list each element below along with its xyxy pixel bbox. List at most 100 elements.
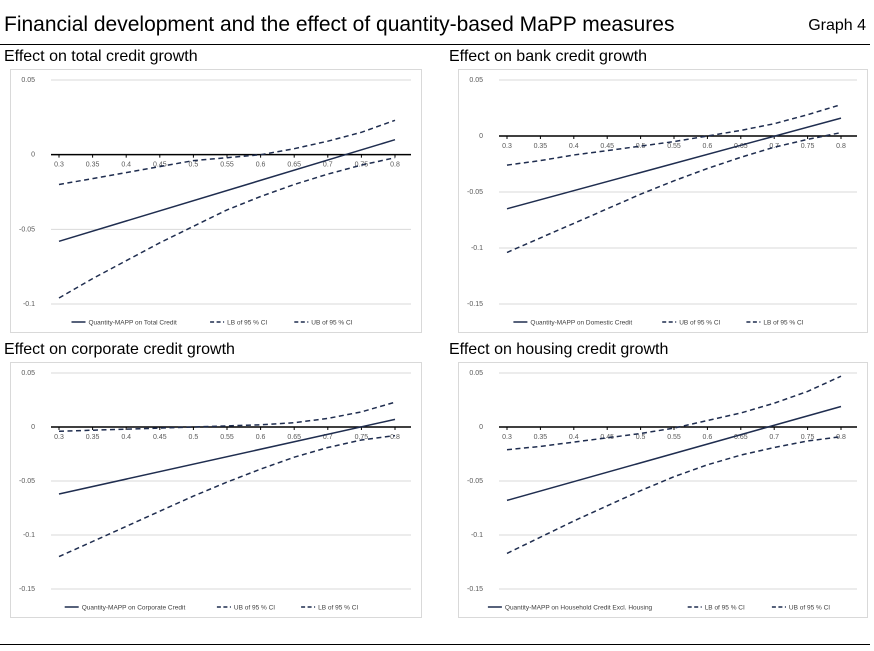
chart-svg: 0.05 0 -0.05 -0.1 -0.15 0.3 0.35 0.4 0.45 0.5 0.55… — [19, 370, 411, 612]
graph-header: Financial development and the effect of … — [0, 0, 874, 44]
x-tick-label: 0.65 — [287, 162, 301, 169]
x-tick-label: 0.35 — [86, 162, 100, 169]
x-tick-label: 0.65 — [287, 434, 301, 441]
chart-housing-credit: 0.05 0 -0.05 -0.1 -0.15 0.3 0.35 0.4 0.45 0.5 0.55… — [458, 362, 868, 618]
legend-label: UB of 95 % CI — [311, 320, 352, 327]
graph-title: Financial development and the effect of … — [4, 13, 675, 36]
chart-svg: 0.05 0 -0.05 -0.1 -0.15 0.3 0.35 0.4 0.45 0.5 0.55… — [467, 370, 857, 612]
x-tick-label: 0.45 — [153, 434, 167, 441]
legend-label: UB of 95 % CI — [789, 605, 830, 612]
x-tick-label: 0.6 — [256, 434, 266, 441]
x-tick-label: 0.4 — [569, 143, 579, 150]
y-tick-label: 0.05 — [469, 370, 483, 377]
x-tick-label: 0.45 — [153, 162, 167, 169]
x-tick-label: 0.65 — [734, 434, 748, 441]
x-tick-label: 0.4 — [569, 434, 579, 441]
y-tick-label: -0.15 — [467, 301, 483, 308]
series-line-ci-2 — [58, 119, 396, 186]
chart-total-credit: 0.05 0 -0.05 -0.1 0.3 0.35 0.4 0.45 0.5 0.55 0.6 0.… — [10, 69, 422, 333]
legend-label: LB of 95 % CI — [227, 320, 267, 327]
y-tick-label: -0.15 — [19, 586, 35, 593]
x-tick-label: 0.4 — [121, 162, 131, 169]
legend-label: LB of 95 % CI — [763, 320, 803, 327]
y-tick-label: 0 — [479, 424, 483, 431]
series-line-ci-2 — [506, 375, 842, 451]
y-tick-label: -0.1 — [471, 245, 483, 252]
y-tick-label: 0 — [31, 152, 35, 159]
x-tick-label: 0.7 — [323, 434, 333, 441]
chart-svg: 0.05 0 -0.05 -0.1 0.3 0.35 0.4 0.45 0.5 0.55 0.6 0.… — [19, 77, 411, 327]
x-tick-label: 0.5 — [636, 143, 646, 150]
series-line-estimate-0 — [58, 138, 396, 243]
chart-bank-credit: 0.05 0 -0.05 -0.1 -0.15 0.3 0.35 0.4 0.45 0.5 0.55… — [458, 69, 868, 333]
graph-number: Graph 4 — [808, 17, 866, 34]
legend-label: Quantity-MAPP on Total Credit — [89, 320, 177, 327]
x-tick-label: 0.6 — [703, 434, 713, 441]
chart-corporate-credit: 0.05 0 -0.05 -0.1 -0.15 0.3 0.35 0.4 0.45 0.5 0.55… — [10, 362, 422, 618]
series-line-ci-1 — [506, 435, 842, 555]
x-tick-label: 0.65 — [734, 143, 748, 150]
y-tick-label: -0.1 — [23, 532, 35, 539]
y-tick-label: -0.05 — [19, 226, 35, 233]
x-tick-label: 0.5 — [189, 434, 199, 441]
x-tick-label: 0.7 — [769, 143, 779, 150]
series-line-ci-1 — [58, 156, 396, 299]
legend-label: UB of 95 % CI — [679, 320, 720, 327]
x-tick-label: 0.75 — [801, 143, 815, 150]
x-tick-label: 0.55 — [667, 143, 681, 150]
x-tick-label: 0.75 — [801, 434, 815, 441]
series-line-ci-2 — [506, 131, 842, 254]
x-tick-label: 0.3 — [54, 162, 64, 169]
x-tick-label: 0.8 — [390, 434, 400, 441]
legend-label: LB of 95 % CI — [318, 605, 358, 612]
x-tick-label: 0.8 — [390, 162, 400, 169]
y-tick-label: -0.05 — [467, 189, 483, 196]
x-tick-label: 0.45 — [600, 434, 614, 441]
x-tick-label: 0.4 — [121, 434, 131, 441]
x-tick-label: 0.6 — [703, 143, 713, 150]
x-tick-label: 0.6 — [256, 162, 266, 169]
legend-label: Quantity-MAPP on Corporate Credit — [82, 605, 186, 612]
y-tick-label: -0.1 — [23, 301, 35, 308]
y-tick-label: -0.15 — [467, 586, 483, 593]
series-line-estimate-0 — [58, 418, 396, 495]
x-tick-label: 0.45 — [600, 143, 614, 150]
x-tick-label: 0.55 — [667, 434, 681, 441]
panel-title-bank: Effect on bank credit growth — [449, 48, 648, 65]
x-tick-label: 0.3 — [54, 434, 64, 441]
series-line-estimate-0 — [506, 405, 842, 502]
series-line-ci-1 — [58, 401, 396, 433]
x-tick-label: 0.35 — [534, 434, 548, 441]
legend-label: UB of 95 % CI — [234, 605, 275, 612]
y-tick-label: 0 — [31, 424, 35, 431]
legend-label: Quantity-MAPP on Household Credit Excl. … — [505, 605, 653, 612]
x-tick-label: 0.8 — [836, 143, 846, 150]
series-line-ci-2 — [58, 434, 396, 558]
chart-svg: 0.05 0 -0.05 -0.1 -0.15 0.3 0.35 0.4 0.45 0.5 0.55… — [467, 77, 857, 327]
y-tick-label: 0.05 — [469, 77, 483, 84]
y-tick-label: 0.05 — [21, 370, 35, 377]
y-tick-label: 0.05 — [21, 77, 35, 84]
panel-title-total: Effect on total credit growth — [4, 48, 198, 65]
x-tick-label: 0.35 — [534, 143, 548, 150]
panel-title-corporate: Effect on corporate credit growth — [4, 341, 235, 358]
x-tick-label: 0.7 — [323, 162, 333, 169]
legend-label: LB of 95 % CI — [705, 605, 745, 612]
x-tick-label: 0.35 — [86, 434, 100, 441]
series-line-ci-1 — [506, 103, 842, 166]
x-tick-label: 0.3 — [502, 434, 512, 441]
series-line-estimate-0 — [506, 117, 842, 210]
y-tick-label: -0.05 — [467, 478, 483, 485]
x-tick-label: 0.5 — [636, 434, 646, 441]
y-tick-label: -0.05 — [19, 478, 35, 485]
x-tick-label: 0.8 — [836, 434, 846, 441]
footer-divider — [0, 644, 870, 645]
x-tick-label: 0.3 — [502, 143, 512, 150]
x-tick-label: 0.75 — [355, 434, 369, 441]
x-tick-label: 0.5 — [189, 162, 199, 169]
x-tick-label: 0.7 — [769, 434, 779, 441]
y-tick-label: 0 — [479, 133, 483, 140]
legend-label: Quantity-MAPP on Domestic Credit — [530, 320, 632, 327]
x-tick-label: 0.55 — [220, 434, 234, 441]
y-tick-label: -0.1 — [471, 532, 483, 539]
